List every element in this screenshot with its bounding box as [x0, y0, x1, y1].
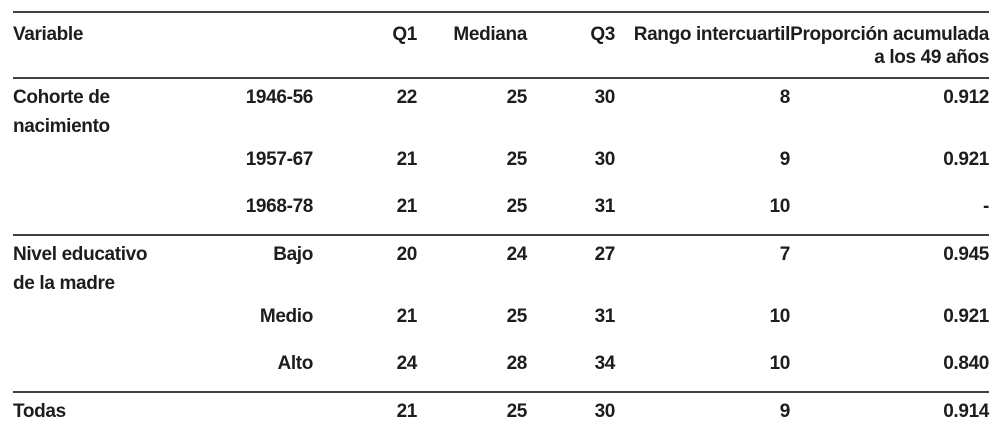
proporcion-cell: 0.840: [943, 353, 989, 374]
q1-cell: 21: [396, 196, 418, 217]
category-cell: Alto: [277, 353, 313, 374]
rango-cell: 10: [769, 196, 791, 217]
proporcion-cell: 0.945: [943, 244, 989, 265]
proporcion-cell: 0.912: [943, 87, 989, 108]
rango-cell: 10: [769, 353, 791, 374]
category-cell: 1946-56: [245, 87, 314, 108]
category-cell: 1968-78: [245, 196, 314, 217]
table-row: 1957-67 21 25 30 9 0.921: [13, 141, 990, 188]
col-header-proporcion-acumulada: Proporción acumulada a los 49 años: [790, 12, 989, 78]
rango-cell: 7: [779, 244, 791, 265]
section-nivel-educativo-madre: Nivel educativo de la madre Bajo 20 24 2…: [13, 235, 989, 392]
table-row: Medio 21 25 31 10 0.921: [13, 298, 989, 345]
col-header-category-empty: [208, 12, 313, 78]
mediana-cell: 25: [506, 401, 528, 422]
variable-label-line2: de la madre: [13, 273, 115, 294]
variable-label-cohorte: Cohorte de nacimiento: [13, 78, 208, 141]
table-row: Nivel educativo de la madre Bajo 20 24 2…: [13, 235, 989, 298]
variable-label-line2: nacimiento: [13, 116, 110, 137]
variable-label-nivel-educativo: Nivel educativo de la madre: [13, 235, 208, 298]
variable-label-todas: Todas: [13, 401, 66, 422]
category-cell-empty: [208, 392, 313, 426]
q1-cell: 21: [396, 401, 418, 422]
category-cell: Bajo: [273, 244, 313, 265]
table-row: Alto 24 28 34 10 0.840: [13, 345, 989, 392]
rango-cell: 10: [769, 306, 791, 327]
q3-cell: 30: [594, 149, 616, 170]
category-cell: 1957-67: [245, 149, 314, 170]
rango-cell: 9: [779, 401, 791, 422]
q3-cell: 34: [594, 353, 616, 374]
mediana-cell: 25: [506, 87, 528, 108]
col-header-proporcion-line2: a los 49 años: [874, 47, 989, 68]
rango-cell: 8: [779, 87, 791, 108]
col-header-variable: Variable: [13, 24, 84, 45]
q1-cell: 21: [396, 306, 418, 327]
q3-cell: 27: [594, 244, 616, 265]
header-row: Variable Q1 Mediana Q3 Rango intercuarti…: [13, 12, 989, 78]
summary-row: Todas 21 25 30 9 0.914: [13, 392, 989, 426]
category-cell: Medio: [259, 306, 313, 327]
variable-label-line1: Cohorte de: [13, 87, 110, 108]
variable-label-empty: [13, 298, 208, 345]
table-header: Variable Q1 Mediana Q3 Rango intercuarti…: [13, 12, 989, 78]
table-row: 1968-78 21 25 31 10 -: [13, 188, 990, 235]
col-header-q1: Q1: [392, 24, 417, 45]
variable-label-empty: [13, 345, 208, 392]
proporcion-cell: 0.921: [943, 149, 989, 170]
q3-cell: 31: [594, 196, 616, 217]
table-row: Cohorte de nacimiento 1946-56 22 25 30 8…: [13, 78, 989, 141]
variable-label-empty: [13, 141, 208, 188]
mediana-cell: 24: [506, 244, 528, 265]
variable-label-empty: [13, 188, 208, 235]
mediana-cell: 25: [506, 149, 528, 170]
section-todas: Todas 21 25 30 9 0.914: [13, 392, 989, 426]
col-header-rango-intercuartil: Rango intercuartil: [633, 24, 791, 45]
col-header-q3: Q3: [590, 24, 615, 45]
proporcion-cell: 0.921: [943, 306, 989, 327]
q1-cell: 22: [396, 87, 418, 108]
mediana-cell: 25: [506, 306, 528, 327]
q1-cell: 24: [396, 353, 418, 374]
variable-label-line1: Nivel educativo: [13, 244, 148, 265]
q1-cell: 20: [396, 244, 418, 265]
mediana-cell: 28: [506, 353, 528, 374]
col-header-mediana: Mediana: [453, 24, 527, 45]
q3-cell: 30: [594, 401, 616, 422]
section-cohorte-nacimiento: Cohorte de nacimiento 1946-56 22 25 30 8…: [13, 78, 989, 235]
proporcion-cell: 0.914: [943, 401, 989, 422]
quartile-statistics-table: Variable Q1 Mediana Q3 Rango intercuarti…: [13, 11, 989, 426]
q3-cell: 31: [594, 306, 616, 327]
q1-cell: 21: [396, 149, 418, 170]
col-header-proporcion-line1: Proporción acumulada: [790, 24, 989, 45]
mediana-cell: 25: [506, 196, 528, 217]
rango-cell: 9: [779, 149, 791, 170]
proporcion-cell: -: [983, 196, 989, 217]
q3-cell: 30: [594, 87, 616, 108]
